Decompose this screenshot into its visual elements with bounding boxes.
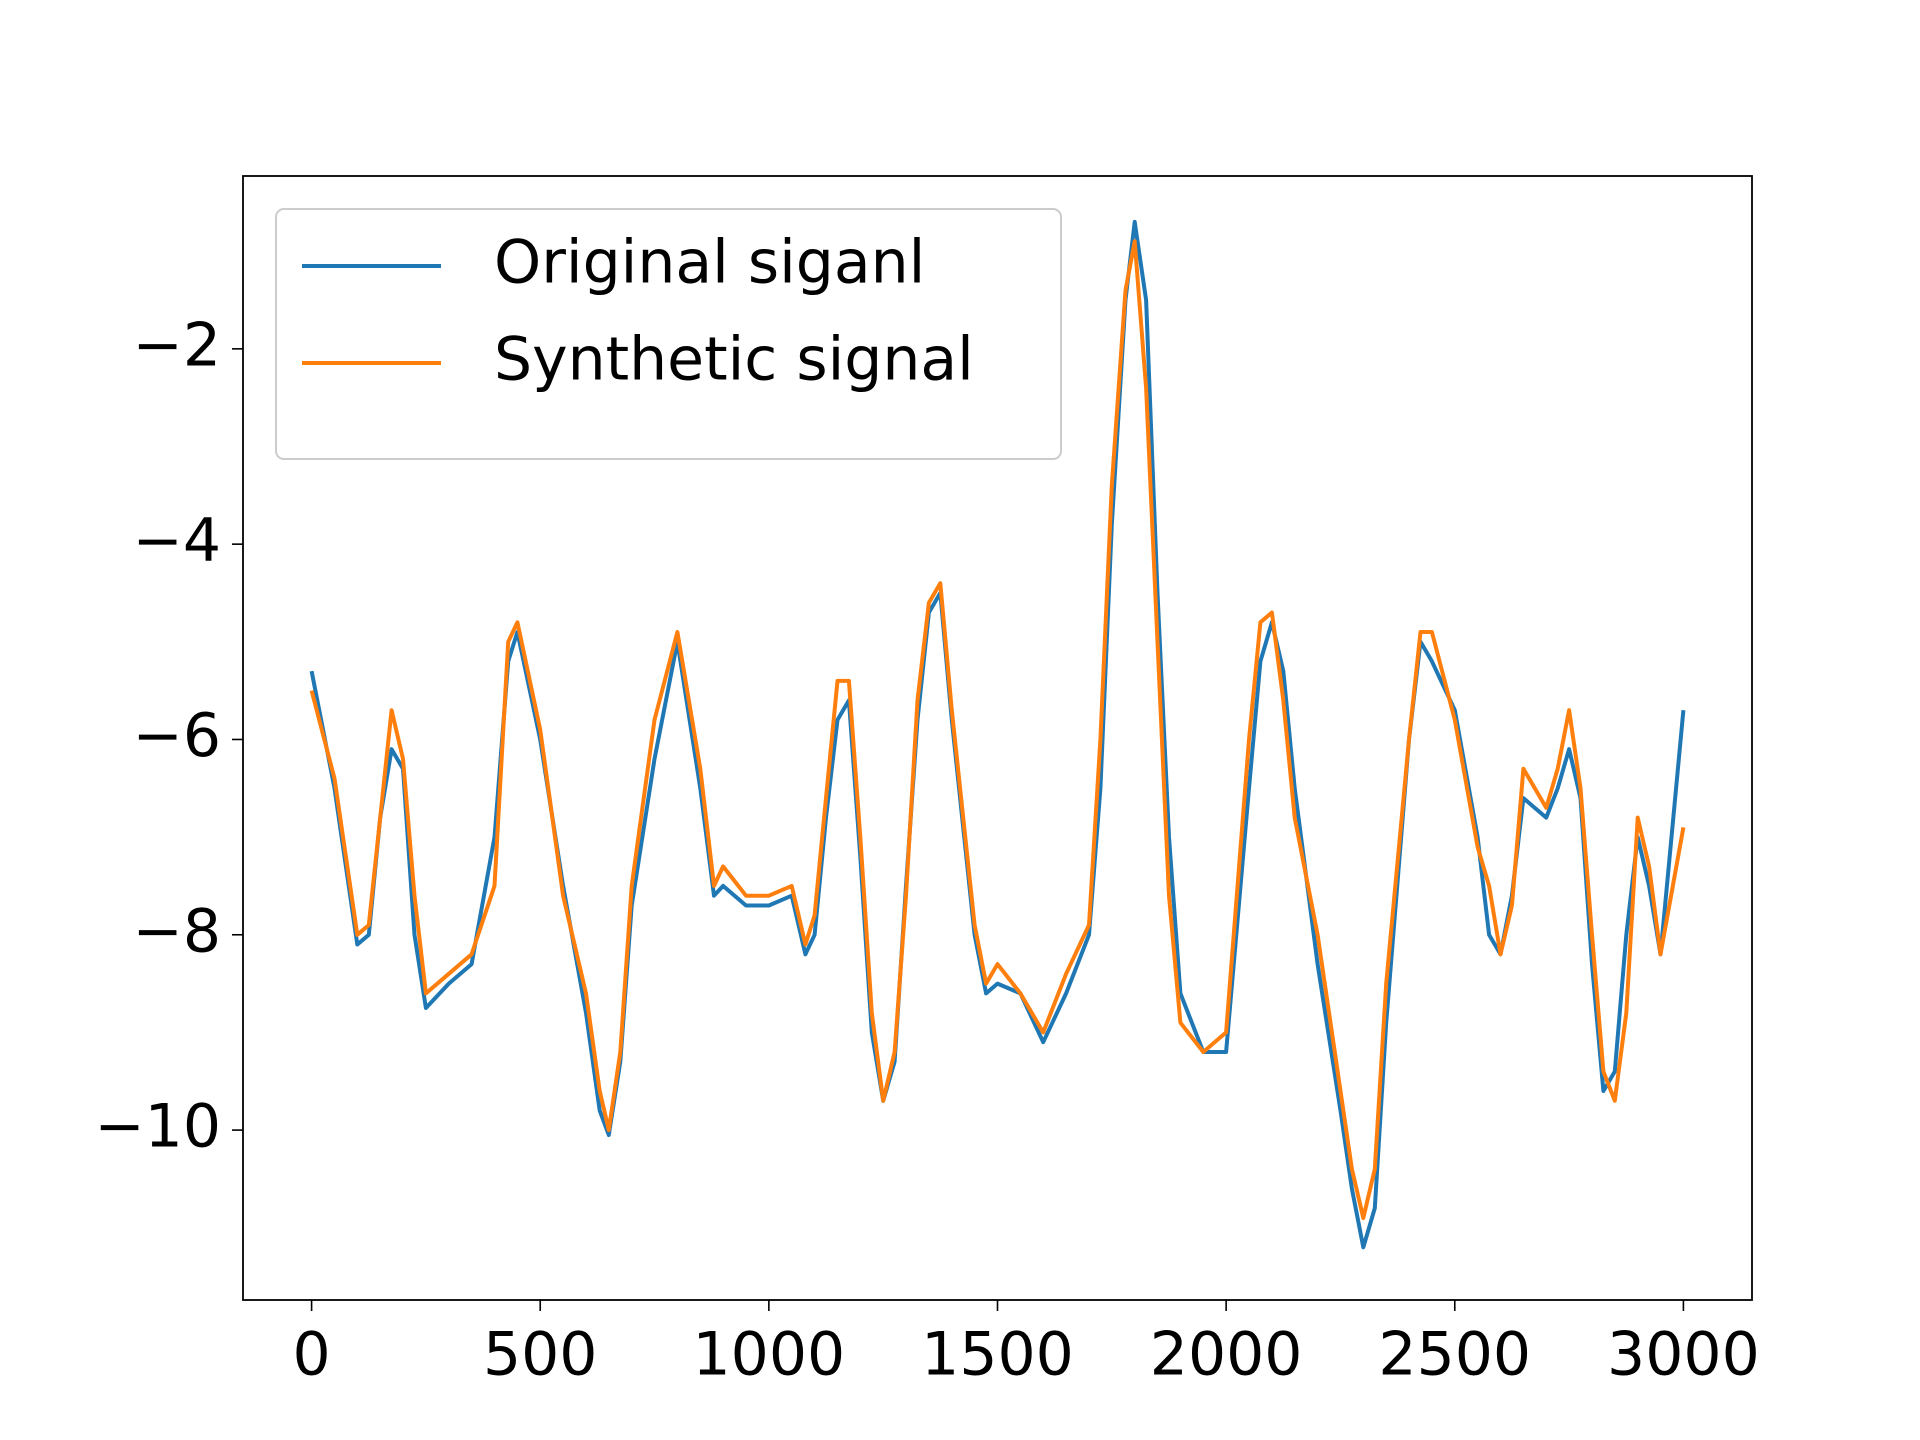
x-tick-label: 1000 bbox=[693, 1320, 846, 1390]
legend-box bbox=[275, 208, 1062, 460]
legend-label: Original siganl bbox=[494, 228, 925, 298]
y-tick-label: −4 bbox=[133, 506, 221, 576]
y-tick-label: −6 bbox=[133, 701, 221, 771]
series-line bbox=[309, 239, 1686, 1220]
y-tick-label: −2 bbox=[133, 310, 221, 380]
x-tick-label: 2000 bbox=[1150, 1320, 1303, 1390]
x-tick-label: 3000 bbox=[1607, 1320, 1760, 1390]
plot-frame bbox=[242, 175, 1753, 1301]
x-tick-label: 500 bbox=[483, 1320, 598, 1390]
x-tick-label: 0 bbox=[292, 1320, 330, 1390]
y-tick-label: −10 bbox=[94, 1092, 221, 1162]
y-tick-label: −8 bbox=[133, 896, 221, 966]
x-tick-label: 2500 bbox=[1378, 1320, 1531, 1390]
legend-label: Synthetic signal bbox=[494, 325, 974, 395]
x-tick-label: 1500 bbox=[921, 1320, 1074, 1390]
